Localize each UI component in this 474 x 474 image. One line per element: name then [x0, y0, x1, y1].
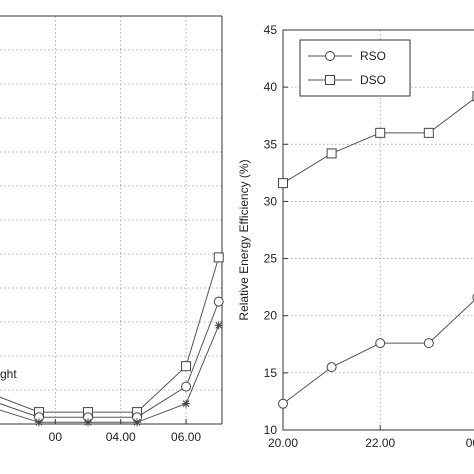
left-chart: 00 04.00 06.00 ght	[0, 15, 224, 444]
right-point-rso	[278, 398, 288, 409]
left-point-star	[84, 418, 93, 427]
right-series-line-rso	[282, 299, 474, 405]
left-point-square	[213, 252, 224, 263]
right-y-tick-label: 25	[264, 252, 278, 266]
right-y-tick-label: 40	[264, 80, 278, 94]
legend-label-rso: RSO	[360, 49, 386, 63]
legend-marker-rso	[325, 51, 335, 61]
right-y-axis-title: Relative Energy Efficiency (%)	[237, 159, 251, 320]
right-series-line-dso	[282, 98, 474, 184]
right-x-tick-label: 22.00	[365, 436, 395, 450]
right-y-tick-label: 30	[264, 194, 278, 208]
left-point-star	[182, 399, 191, 408]
left-point-star	[214, 321, 223, 330]
left-series-line-square	[0, 257, 220, 413]
left-x-tick-label: 00	[49, 430, 63, 444]
left-x-tick-label: 04.00	[106, 430, 136, 444]
right-point-rso	[326, 362, 337, 373]
legend-label-dso: DSO	[360, 73, 386, 87]
left-point-circle	[213, 296, 224, 307]
left-series-line-star	[0, 325, 220, 423]
right-point-rso	[375, 338, 386, 349]
left-point-circle	[181, 381, 192, 392]
right-point-rso	[423, 338, 434, 349]
left-point-star	[35, 418, 44, 427]
right-point-dso	[326, 148, 337, 159]
right-y-tick-label: 15	[264, 366, 278, 380]
right-point-dso	[423, 127, 434, 138]
right-chart: 10 15 20 25 30 35 40 45 20.00 22.00 00.0 Relative E…	[237, 23, 474, 450]
legend-marker-dso	[325, 75, 335, 85]
left-x-axis-title: ght	[0, 367, 17, 381]
left-point-star	[133, 418, 142, 427]
right-legend-box	[299, 39, 411, 97]
right-y-tick-label: 10	[264, 423, 278, 437]
right-y-tick-label: 20	[264, 309, 278, 323]
right-point-dso	[375, 127, 386, 138]
right-x-tick-label: 00.0	[466, 436, 474, 450]
right-y-tick-label: 35	[264, 137, 278, 151]
right-x-tick-label: 20.00	[268, 436, 298, 450]
right-point-dso	[278, 178, 288, 189]
right-point-dso	[472, 91, 474, 102]
right-y-tick-label: 45	[264, 23, 278, 37]
left-point-square	[181, 361, 192, 372]
right-plot-frame	[282, 29, 474, 431]
left-x-tick-label: 06.00	[171, 430, 201, 444]
left-series-line-circle	[0, 301, 220, 418]
